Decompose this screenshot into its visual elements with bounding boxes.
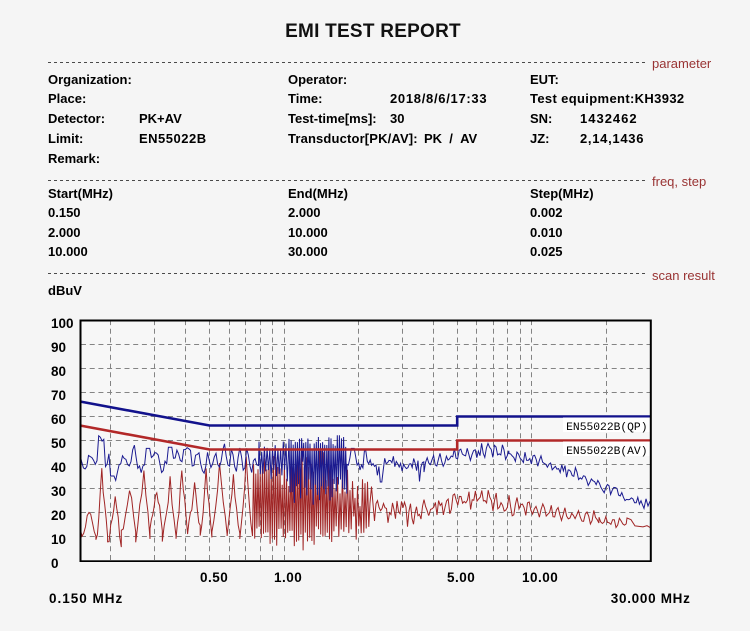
svg-text:EN55022B(AV): EN55022B(AV) [566,446,647,458]
svg-text:EN55022B(QP): EN55022B(QP) [566,422,647,434]
